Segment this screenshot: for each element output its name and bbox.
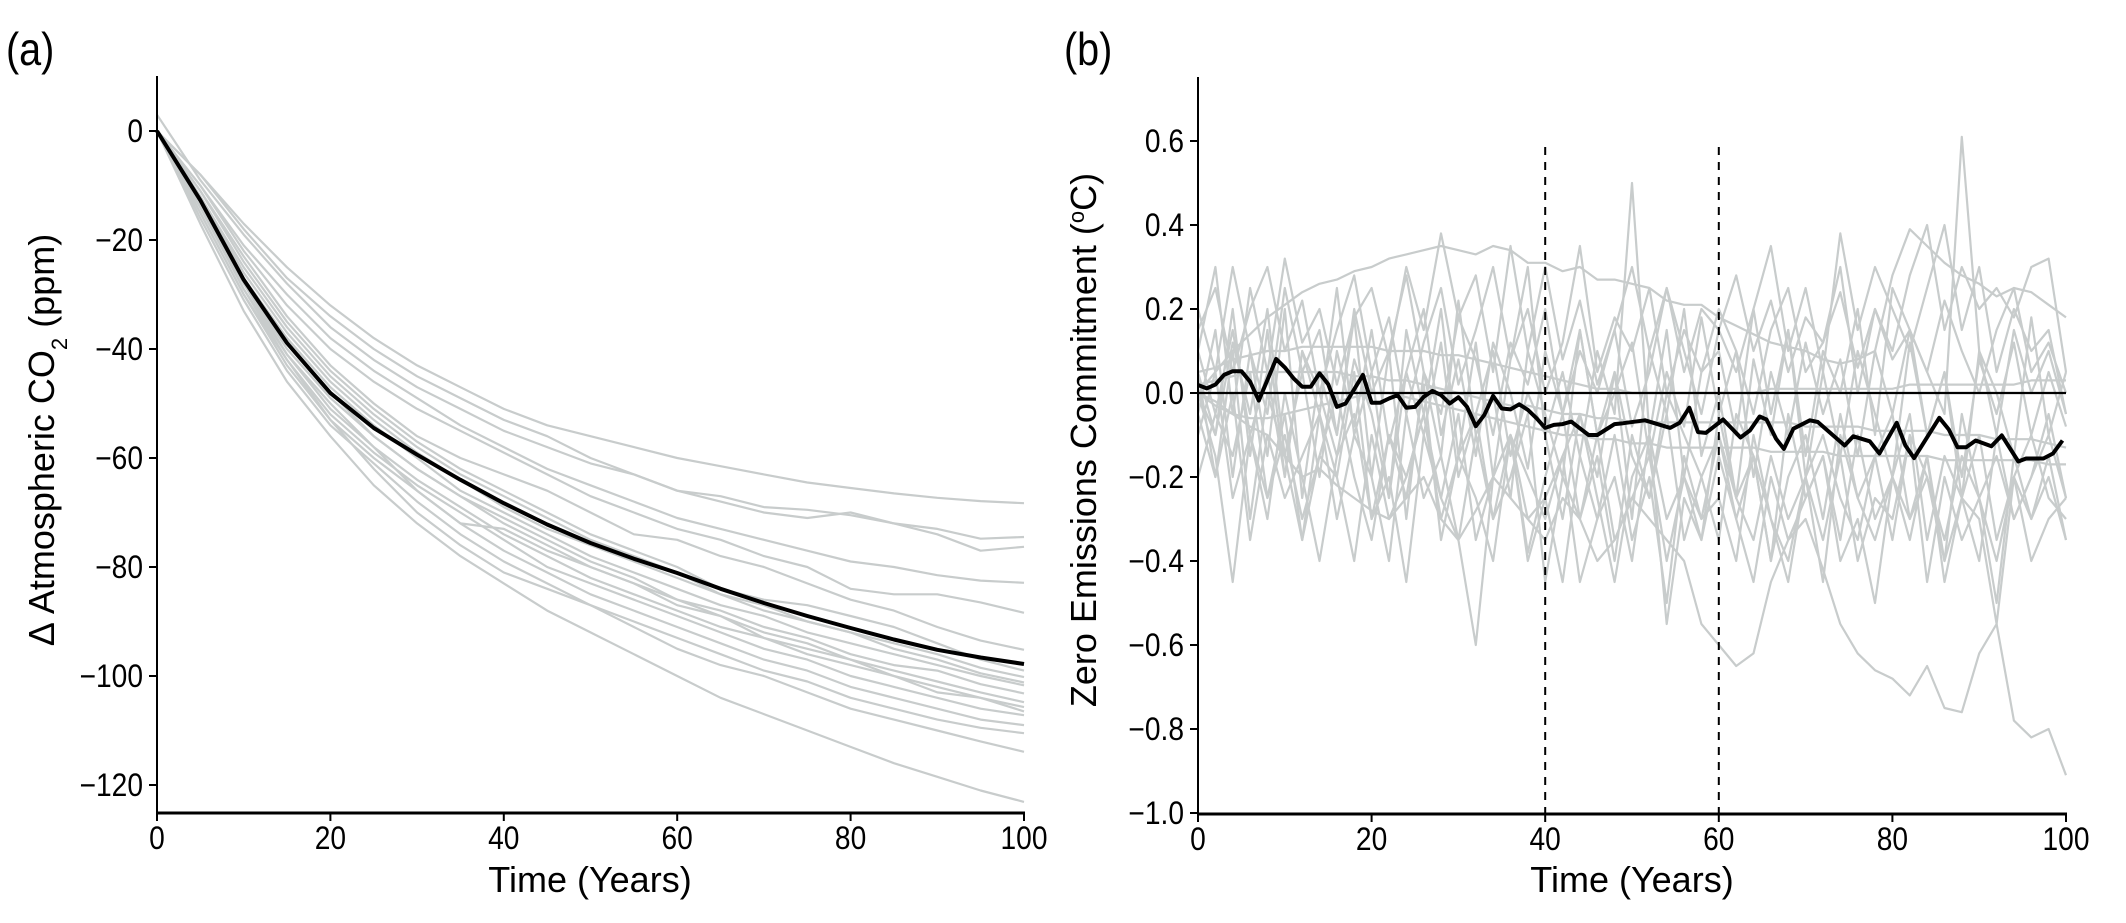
y-axis-label: Δ Atmospheric CO2 (ppm): [21, 234, 72, 646]
member-line-member-5: [156, 130, 1025, 614]
member-line-member-4: [1196, 223, 2068, 416]
member-line-member-15: [1196, 370, 2067, 584]
y-axis-label-main: Zero Emissions Commitment (: [1063, 223, 1104, 707]
member-line-member-3: [156, 114, 1025, 552]
member-line-member-14: [1196, 244, 2068, 416]
y-tick-label: −1.0: [1128, 796, 1184, 831]
member-line-member-8: [1196, 370, 2068, 605]
member-line-member-16: [156, 130, 1025, 684]
y-axis-label-main: Δ Atmospheric CO: [21, 350, 62, 646]
x-tick-label: 40: [488, 821, 519, 856]
member-lines: [156, 114, 1025, 803]
y-tick-label: 0.6: [1145, 124, 1184, 159]
member-line-member-7: [156, 130, 1025, 679]
x-tick-label: 60: [662, 821, 693, 856]
y-tick-label: −0.4: [1128, 544, 1184, 579]
member-line-member-13: [1196, 391, 2068, 584]
y-tick-label: −0.8: [1128, 712, 1184, 747]
member-line-member-2: [156, 130, 1025, 540]
panel-label-b: (b): [1064, 24, 1112, 75]
y-tick-label: 0.4: [1145, 208, 1184, 243]
y-tick-label: 0.0: [1145, 376, 1184, 411]
x-tick-label: 0: [149, 821, 165, 856]
member-line-member-4: [156, 130, 1025, 584]
member-line-member-8: [156, 130, 1025, 687]
x-tick-label: 0: [1190, 822, 1206, 857]
x-tick-label: 60: [1703, 822, 1734, 857]
y-tick-label: −60: [95, 441, 143, 476]
panel-b: (b) 0 20 40 60 80 100 0.6 0.4 0.2 0.0 −0.2 −0.4 −0.6…: [1063, 24, 2089, 900]
mean-line-group: [155, 129, 1025, 666]
member-line-member-12: [156, 130, 1025, 727]
y-tick-label: −20: [95, 223, 143, 258]
y-axis-label-subscript: 2: [47, 338, 72, 350]
panel-label-a: (a): [6, 24, 54, 75]
mean-line: [155, 129, 1025, 666]
y-axis-label-degree: o: [1064, 211, 1089, 223]
x-tick-label: 80: [835, 821, 866, 856]
x-axis-label: Time (Years): [1530, 859, 1733, 900]
mean-line: [1197, 357, 2065, 464]
x-tick-label: 20: [1356, 822, 1387, 857]
mean-line-group: [1197, 357, 2065, 464]
member-line-member-10: [1196, 392, 2067, 647]
x-tick-label: 100: [1001, 821, 1048, 856]
y-tick-label: −100: [80, 659, 143, 694]
axes: 0 20 40 60 80 100 0.6 0.4 0.2 0.0 −0.2 −0.4 −0.6 −0.8…: [1128, 77, 2089, 857]
member-line-member-16: [1196, 307, 2068, 479]
x-tick-label: 80: [1877, 822, 1908, 857]
member-line-member-17: [156, 130, 1025, 695]
member-line-member-15: [156, 130, 1025, 803]
y-axis-label: Zero Emissions Commitment (oC): [1063, 173, 1104, 707]
member-line-member-9: [156, 130, 1025, 704]
axes: 0 20 40 60 80 100 0 −20 −40 −60 −80 −100 −120: [80, 76, 1048, 856]
member-lines: [1196, 135, 2068, 776]
y-tick-label: 0.2: [1145, 292, 1184, 327]
member-line-member-14: [156, 130, 1025, 753]
y-axis-label-unit: C): [1063, 173, 1104, 211]
x-tick-label: 20: [315, 821, 346, 856]
x-tick-label: 100: [2043, 822, 2090, 857]
reference-lines: [1198, 147, 2066, 814]
member-line-member-1: [156, 130, 1025, 505]
member-line-member-17: [1197, 391, 2066, 466]
panel-a: (a) 0 20 40 60 80 100 0 −20 −40 −60 −80 −100 −120 Ti…: [6, 24, 1047, 900]
member-line-member-6: [156, 130, 1025, 651]
member-line-member-19: [156, 130, 1025, 713]
y-tick-label: −0.2: [1128, 460, 1184, 495]
y-tick-label: −40: [95, 332, 143, 367]
member-line-member-11: [1197, 392, 2068, 776]
y-tick-label: 0: [127, 114, 143, 149]
member-line-member-18: [156, 130, 1025, 672]
x-axis-label: Time (Years): [488, 859, 691, 900]
x-tick-label: 40: [1530, 822, 1561, 857]
member-line-member-10: [156, 130, 1025, 709]
y-tick-label: −0.6: [1128, 628, 1184, 663]
y-axis-label-unit: (ppm): [21, 234, 62, 338]
y-tick-label: −120: [80, 768, 143, 803]
y-tick-label: −80: [95, 550, 143, 585]
